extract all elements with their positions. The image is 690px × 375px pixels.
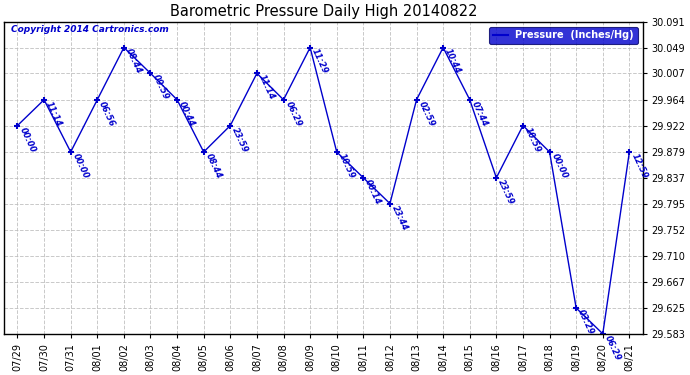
Text: 00:00: 00:00	[17, 126, 37, 154]
Legend: Pressure  (Inches/Hg): Pressure (Inches/Hg)	[489, 27, 638, 44]
Text: 08:44: 08:44	[124, 48, 144, 76]
Text: 10:59: 10:59	[337, 152, 356, 180]
Text: 00:00: 00:00	[70, 152, 90, 180]
Text: 06:29: 06:29	[603, 334, 622, 362]
Text: 09:59: 09:59	[150, 74, 170, 102]
Text: 11:14: 11:14	[257, 74, 277, 102]
Text: 12:59: 12:59	[629, 152, 649, 180]
Text: 23:59: 23:59	[230, 126, 250, 154]
Text: 10:59: 10:59	[523, 126, 542, 154]
Title: Barometric Pressure Daily High 20140822: Barometric Pressure Daily High 20140822	[170, 4, 477, 19]
Text: 07:44: 07:44	[470, 100, 489, 128]
Text: 08:44: 08:44	[204, 152, 224, 180]
Text: Copyright 2014 Cartronics.com: Copyright 2014 Cartronics.com	[10, 25, 168, 34]
Text: 06:29: 06:29	[284, 100, 303, 128]
Text: 23:59: 23:59	[496, 178, 516, 206]
Text: 23:44: 23:44	[390, 204, 409, 232]
Text: 00:44: 00:44	[177, 100, 197, 128]
Text: 03:29: 03:29	[576, 308, 595, 336]
Text: 10:44: 10:44	[443, 48, 463, 76]
Text: 00:14: 00:14	[364, 178, 383, 206]
Text: 00:00: 00:00	[549, 152, 569, 180]
Text: 11:29: 11:29	[310, 48, 330, 76]
Text: 06:56: 06:56	[97, 100, 117, 128]
Text: 11:14: 11:14	[44, 100, 63, 128]
Text: 02:59: 02:59	[417, 100, 436, 128]
